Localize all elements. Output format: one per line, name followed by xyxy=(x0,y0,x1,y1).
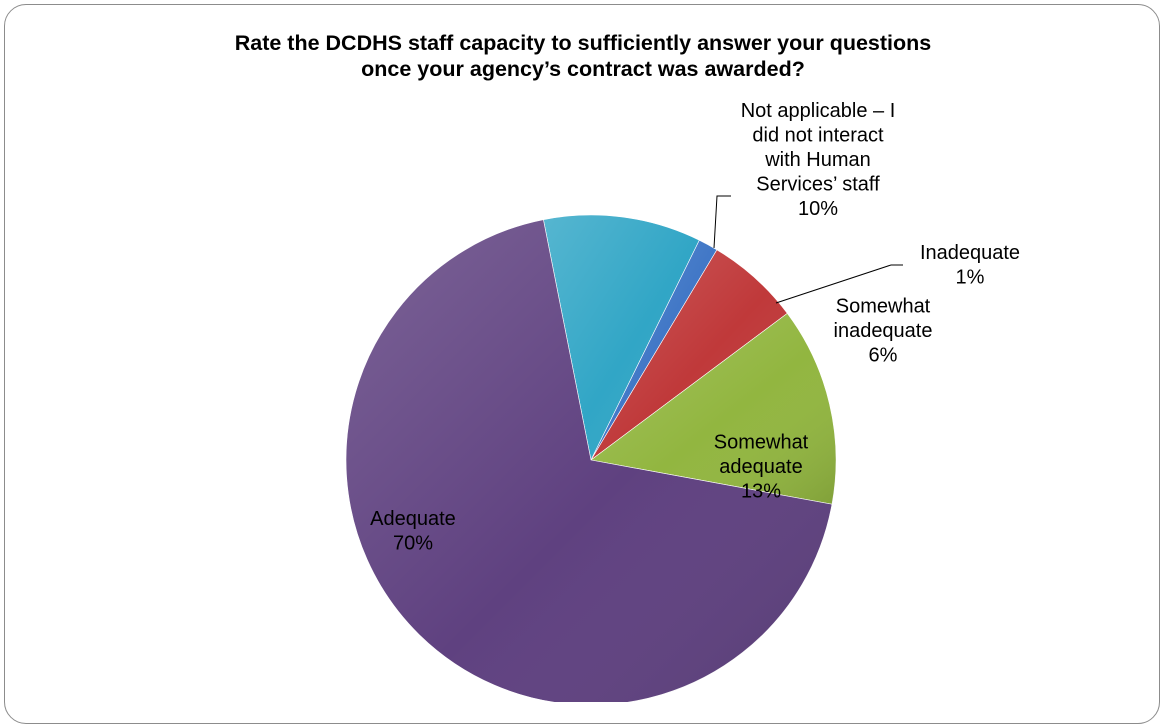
pie-slice-shading-inadequate xyxy=(591,240,717,460)
data-label-percent: 13% xyxy=(741,481,781,503)
data-label-category: Somewhat xyxy=(836,296,931,318)
pie-slice-shading-adequate xyxy=(345,219,832,702)
chart-title-line-2: once your agency’s contract was awarded? xyxy=(361,57,805,81)
leader-line-inadequate xyxy=(775,264,903,304)
data-label-category: adequate xyxy=(719,456,802,478)
data-label-category: Not applicable – I xyxy=(741,100,896,122)
pie-chart: Not applicable – I did not interact with H… xyxy=(345,100,1020,702)
pie-slice-shading-not-applicable xyxy=(543,215,700,460)
data-label-category: Adequate xyxy=(370,508,456,530)
data-label-percent: 10% xyxy=(798,198,838,220)
chart-title-line-1: Rate the DCDHS staff capacity to suffici… xyxy=(234,31,932,55)
leader-line-not-applicable xyxy=(713,195,731,249)
pie-slice-shading-somewhat-inadequate xyxy=(591,249,788,460)
data-label-category: with Human xyxy=(764,149,871,171)
data-label-category: inadequate xyxy=(834,320,933,342)
data-label-not-applicable: Not applicable – I did not interact with H… xyxy=(741,100,896,220)
data-label-percent: 6% xyxy=(869,345,898,367)
data-label-category: Inadequate xyxy=(920,242,1020,264)
data-label-percent: 1% xyxy=(956,266,985,288)
pie-slice-shading-somewhat-adequate xyxy=(591,313,836,505)
data-label-adequate: Adequate 70% xyxy=(370,508,456,555)
data-label-category: Services’ staff xyxy=(756,174,880,196)
data-label-inadequate: Inadequate 1% xyxy=(920,242,1020,289)
chart-title: Rate the DCDHS staff capacity to suffici… xyxy=(0,30,1166,82)
data-label-category: Somewhat xyxy=(714,432,809,454)
data-label-category: did not interact xyxy=(752,125,884,147)
data-label-somewhat-inadequate: Somewhat inadequate 6% xyxy=(834,296,933,367)
data-label-somewhat-adequate: Somewhat adequate 13% xyxy=(714,432,809,503)
data-label-percent: 70% xyxy=(393,532,433,554)
